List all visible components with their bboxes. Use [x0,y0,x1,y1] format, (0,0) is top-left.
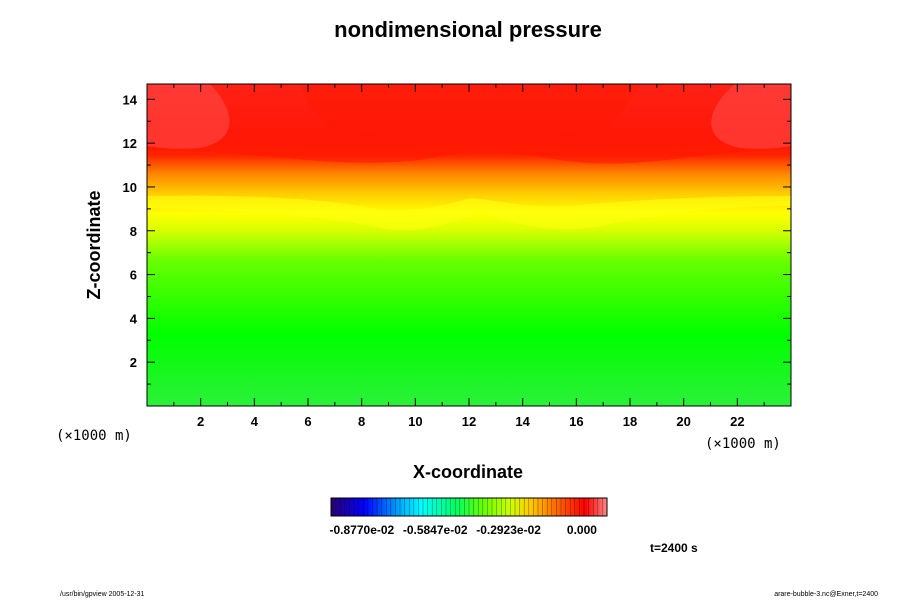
heatmap-red-band [147,84,791,164]
y-axis-label: Z-coordinate [84,190,104,299]
y-tick-label: 10 [123,180,137,195]
x-axis-unit: (×1000 m) [705,436,781,452]
x-tick-label: 12 [462,414,476,429]
y-axis-unit: (×1000 m) [56,428,132,444]
heatmap-lobe-center [300,84,640,136]
y-tick-label: 6 [130,268,137,283]
y-tick-label: 2 [130,355,137,370]
heatmap-lobe-right [711,84,791,149]
x-tick-label: 16 [569,414,583,429]
footer-left: /usr/bin/gpview 2005-12-31 [60,591,145,598]
time-label: t=2400 s [650,541,698,555]
colorbar-tick-label: -0.5847e-02 [403,523,468,537]
footer-right: arare-bubble-3.nc@Exner,t=2400 [774,591,878,598]
x-tick-label: 18 [623,414,637,429]
y-axis-ticks: 2 4 6 8 10 12 14 [123,92,791,385]
colorbar-ticks: -0.8770e-02 -0.5847e-02 -0.2923e-02 0.000 [330,523,598,537]
x-tick-label: 20 [676,414,690,429]
colorbar-tick-label: -0.8770e-02 [330,523,395,537]
x-tick-label: 10 [408,414,422,429]
x-tick-label: 22 [730,414,744,429]
y-tick-label: 12 [123,136,137,151]
colorbar-tick-label: 0.000 [567,523,597,537]
heatmap-field [147,84,791,406]
x-tick-label: 2 [197,414,204,429]
x-tick-label: 14 [515,414,530,429]
x-tick-label: 8 [358,414,365,429]
colorbar: -0.8770e-02 -0.5847e-02 -0.2923e-02 0.000 [330,497,608,537]
chart-title: nondimensional pressure [334,17,602,42]
y-tick-label: 8 [130,224,137,239]
heatmap-lobe-left [147,84,230,149]
x-axis-ticks: 2 4 6 8 10 12 14 16 18 20 22 [173,84,765,429]
colorbar-tick-label: -0.2923e-02 [476,523,541,537]
x-tick-label: 6 [304,414,311,429]
heatmap-yellow-front [147,195,791,231]
colorbar-frame [330,497,608,517]
colorbar-stripes [335,498,603,516]
x-axis-label: X-coordinate [413,462,523,482]
y-tick-label: 14 [123,92,138,107]
x-tick-label: 4 [251,414,259,429]
y-tick-label: 4 [130,311,138,326]
